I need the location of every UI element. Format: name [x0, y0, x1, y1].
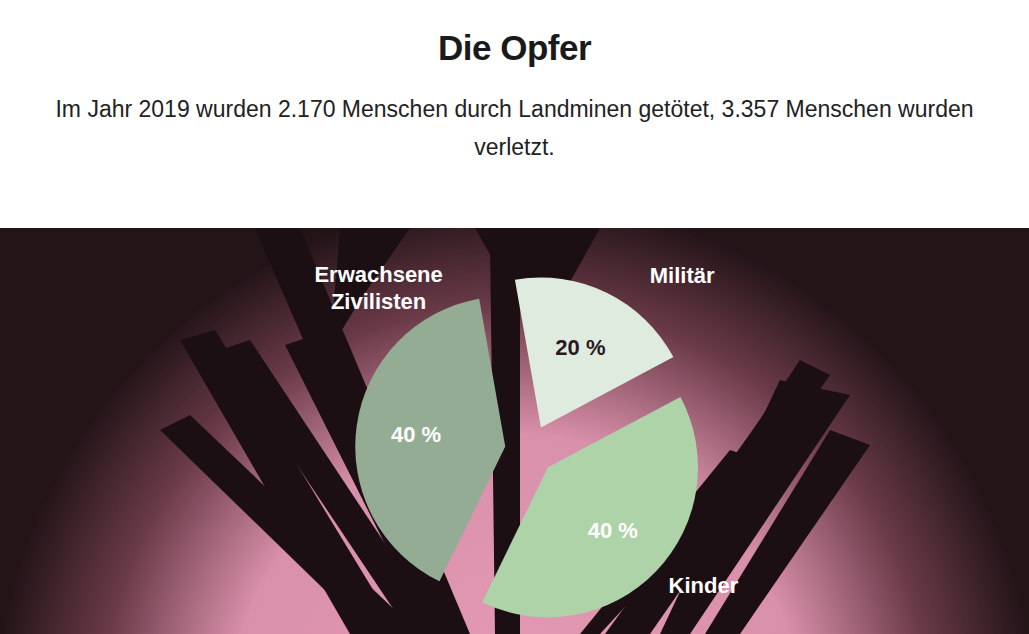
data-label: 20 %: [555, 335, 605, 360]
chart: 20 % Militär 40 % Kinder 40 % ErwachseneZivil…: [0, 228, 1029, 634]
slices: [355, 278, 698, 618]
background: [0, 228, 1029, 634]
slice: [515, 278, 673, 428]
data-label: 40 %: [391, 422, 441, 447]
labels: 20 % Militär 40 % Kinder 40 % ErwachseneZivil…: [314, 262, 738, 598]
data-label: 40 %: [588, 518, 638, 543]
slice: [482, 397, 698, 617]
glow: [0, 228, 1029, 634]
category-label: Kinder: [669, 573, 739, 598]
category-label: ErwachseneZivilisten: [314, 262, 442, 314]
title: Die Opfer: [0, 28, 1029, 68]
subtitle: Im Jahr 2019 wurden 2.170 Menschen durch…: [34, 90, 995, 166]
slice: [355, 299, 505, 582]
category-label: Militär: [650, 263, 715, 288]
shard: [705, 430, 870, 634]
